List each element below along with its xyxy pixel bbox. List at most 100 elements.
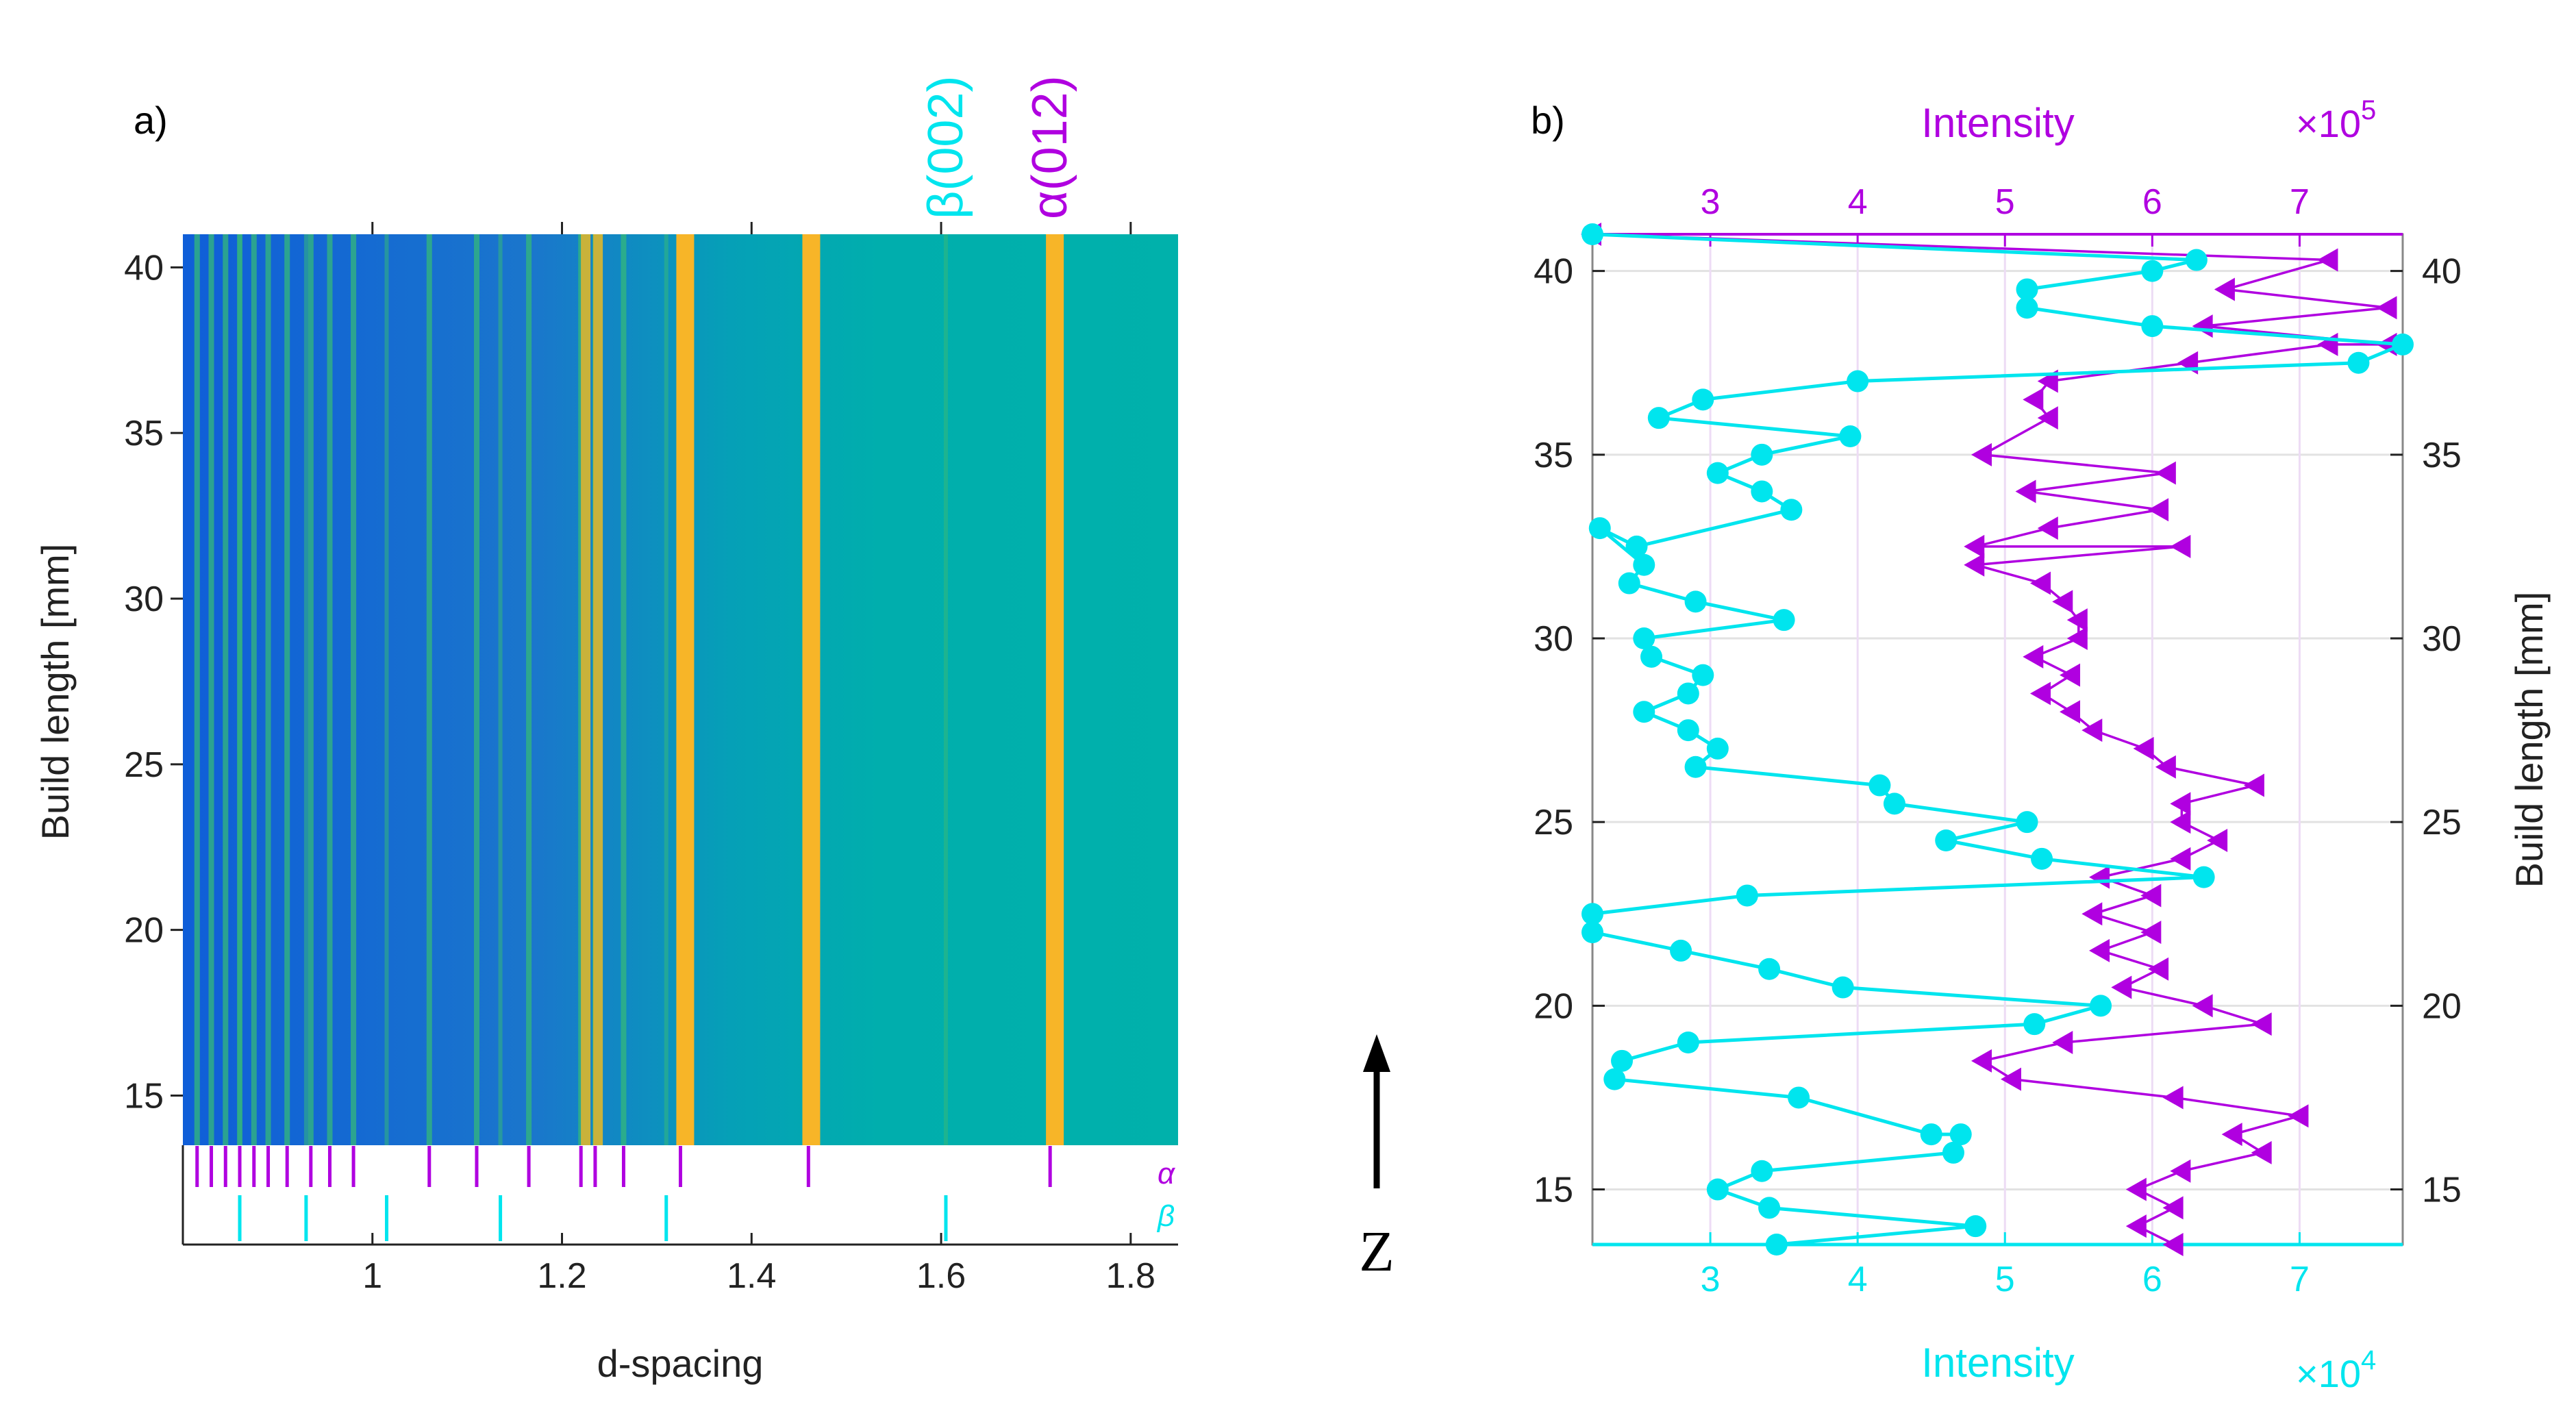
x-tick-label: 1.4 [727, 1256, 776, 1296]
alpha012-point [2060, 663, 2081, 687]
panel-a-ylabel: Build length [mm] [34, 544, 77, 840]
beta002-point [1780, 499, 1803, 521]
top-x-tick-label: 6 [2142, 182, 2162, 222]
beta002-point [2347, 351, 2370, 374]
heatmap-alpha-line [621, 234, 627, 1145]
alpha012-point [2221, 1123, 2242, 1147]
heatmap-alpha-line [265, 234, 271, 1145]
heatmap-alpha-line [526, 234, 532, 1145]
heatmap-alpha-line [351, 234, 357, 1145]
right-y-tick-label: 20 [2422, 986, 2462, 1026]
beta002-point [2141, 315, 2164, 338]
alpha012-point [2288, 1104, 2309, 1128]
alpha012-point [2060, 700, 2081, 724]
panel-b-axes: 15 15 20 20 25 25 30 30 35 35 40 40 3 4 5 6 7 3 4 5 6 7 [1534, 182, 2462, 1299]
heatmap-medium-peak [581, 234, 591, 1145]
beta002-point [1706, 1178, 1729, 1201]
alpha012-point [2170, 810, 2191, 834]
alpha012-point [2317, 332, 2338, 356]
peak-labels: β(002) α(012) [918, 75, 1077, 219]
beta002-point [1677, 719, 1699, 742]
alpha012-point [2214, 277, 2235, 301]
alpha012-point [2066, 608, 2088, 632]
panel-b-label: b) [1531, 99, 1565, 142]
beta002-point [2023, 1013, 2046, 1036]
heatmap-beta-line [238, 234, 242, 1145]
right-y-tick-label: 30 [2422, 619, 2462, 659]
panel-a-xlabel: d-spacing [597, 1342, 764, 1385]
beta002-point [1611, 1049, 1634, 1072]
heatmap-beta-line [664, 234, 668, 1145]
left-y-tick-label: 25 [1534, 803, 1573, 842]
alpha-reflection-marks [195, 1146, 1052, 1187]
alpha012-point [2089, 865, 2110, 889]
beta002-point [1949, 1123, 1972, 1146]
beta002-point [1581, 223, 1603, 245]
alpha012-point [2155, 755, 2176, 779]
beta002-point [1684, 755, 1707, 778]
alpha012-point [2037, 516, 2058, 540]
beta002-point [1706, 737, 1729, 760]
alpha012-point [2125, 1177, 2147, 1201]
beta002-point [1625, 535, 1648, 558]
top-multiplier-base: ×10 [2296, 102, 2361, 145]
top-x-tick-label: 7 [2290, 182, 2310, 222]
beta002-point [1684, 590, 1707, 613]
beta002-point [1588, 517, 1611, 540]
beta002-point [1647, 407, 1670, 429]
heatmap-alpha-line [426, 234, 432, 1145]
heatmap-beta-line [943, 234, 948, 1145]
alpha012-point [2140, 921, 2162, 945]
alpha012-point [2243, 773, 2264, 797]
bottom-multiplier-base: ×10 [2296, 1352, 2361, 1395]
beta002-point [1640, 645, 1663, 668]
alpha012-point [2030, 571, 2051, 595]
heatmap-alpha-line [194, 234, 200, 1145]
heatmap-strong-peak [676, 234, 695, 1145]
peak-label-beta002: β(002) [918, 76, 973, 220]
right-y-tick-label: 35 [2422, 436, 2462, 475]
beta002-point [2192, 866, 2215, 888]
beta002-point [1765, 1234, 1788, 1256]
alpha012-point [1971, 442, 1992, 466]
y-tick-label: 15 [124, 1076, 164, 1116]
heatmap-alpha-line [327, 234, 333, 1145]
beta002-point [2016, 278, 2038, 301]
alpha012-point [2052, 1031, 2073, 1054]
beta002-point [1677, 1032, 1699, 1053]
left-y-tick-label: 30 [1534, 619, 1573, 659]
panel-a-x-ticks: 1 1.2 1.4 1.6 1.8 [362, 222, 1155, 1296]
beta002-point [2031, 847, 2053, 870]
heatmap-strong-peak [1046, 234, 1064, 1145]
alpha012-point [2140, 884, 2162, 908]
panel-a-label: a) [134, 99, 168, 142]
bottom-x-tick-label: 7 [2290, 1260, 2310, 1299]
y-tick-label: 30 [124, 579, 164, 619]
top-x-tick-label: 5 [1995, 182, 2015, 222]
alpha012-point [2066, 627, 2088, 650]
beta002-point [1964, 1215, 1987, 1238]
beta002-point [1706, 462, 1729, 484]
alpha012-point [2162, 1196, 2184, 1220]
beta002-point [2090, 995, 2112, 1017]
beta002-point [2016, 297, 2038, 319]
heatmap-beta-line [303, 234, 308, 1145]
alpha012-point [2317, 248, 2338, 272]
arrow-head [1363, 1034, 1390, 1072]
alpha012-point [2207, 829, 2228, 852]
beta002-point [1868, 774, 1891, 797]
beta002-point [1788, 1086, 1810, 1109]
alpha012-point [2170, 1159, 2191, 1183]
alpha012-point [2192, 314, 2213, 338]
top-axis-label: Intensity [1921, 100, 2074, 146]
beta002-point [1751, 443, 1773, 466]
build-direction-arrow: Z [1359, 1034, 1395, 1284]
heatmap-beta-line [384, 234, 389, 1145]
x-tick-label: 1.6 [916, 1256, 966, 1296]
y-tick-label: 40 [124, 248, 164, 288]
alpha012-point [2376, 296, 2397, 320]
bottom-x-tick-label: 4 [1848, 1260, 1868, 1299]
alpha012-point [2081, 719, 2103, 742]
beta002-point [1581, 903, 1603, 925]
